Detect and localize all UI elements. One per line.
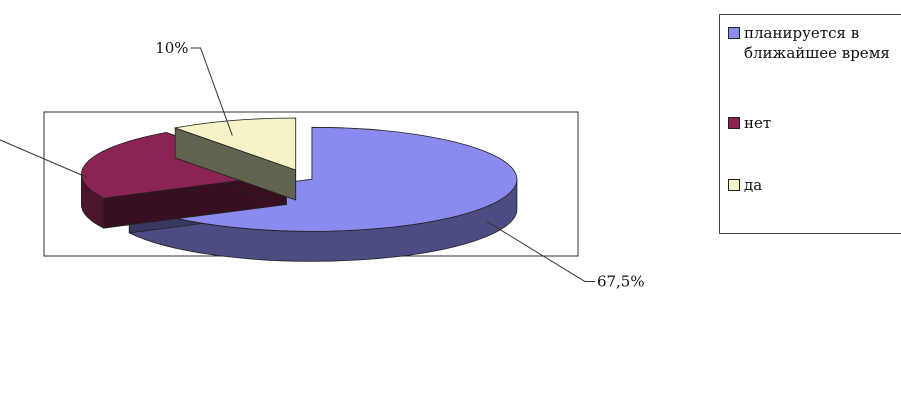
legend-label-yes: да: [744, 176, 763, 194]
legend-item-yes: да: [728, 175, 894, 195]
pie-slice-yes: [173, 117, 297, 201]
leader-line-yes: [190, 47, 233, 136]
pie-data-labels: 67,5%22,5%10%: [0, 39, 645, 291]
legend-item-planned: планируется в ближайшее время: [728, 23, 894, 63]
legend-item-no: нет: [728, 113, 894, 133]
leader-line-no: [0, 139, 88, 178]
pie-slices: [80, 117, 518, 262]
legend: планируется в ближайшее время нет да: [719, 14, 901, 234]
legend-swatch-yes: [728, 179, 740, 191]
legend-swatch-planned: [728, 27, 740, 39]
legend-label-planned: планируется в ближайшее время: [744, 24, 890, 62]
data-label-planned: 67,5%: [597, 273, 645, 291]
legend-label-no: нет: [744, 114, 772, 132]
data-label-yes: 10%: [155, 39, 188, 57]
legend-swatch-no: [728, 117, 740, 129]
leader-line-planned: [486, 221, 595, 283]
